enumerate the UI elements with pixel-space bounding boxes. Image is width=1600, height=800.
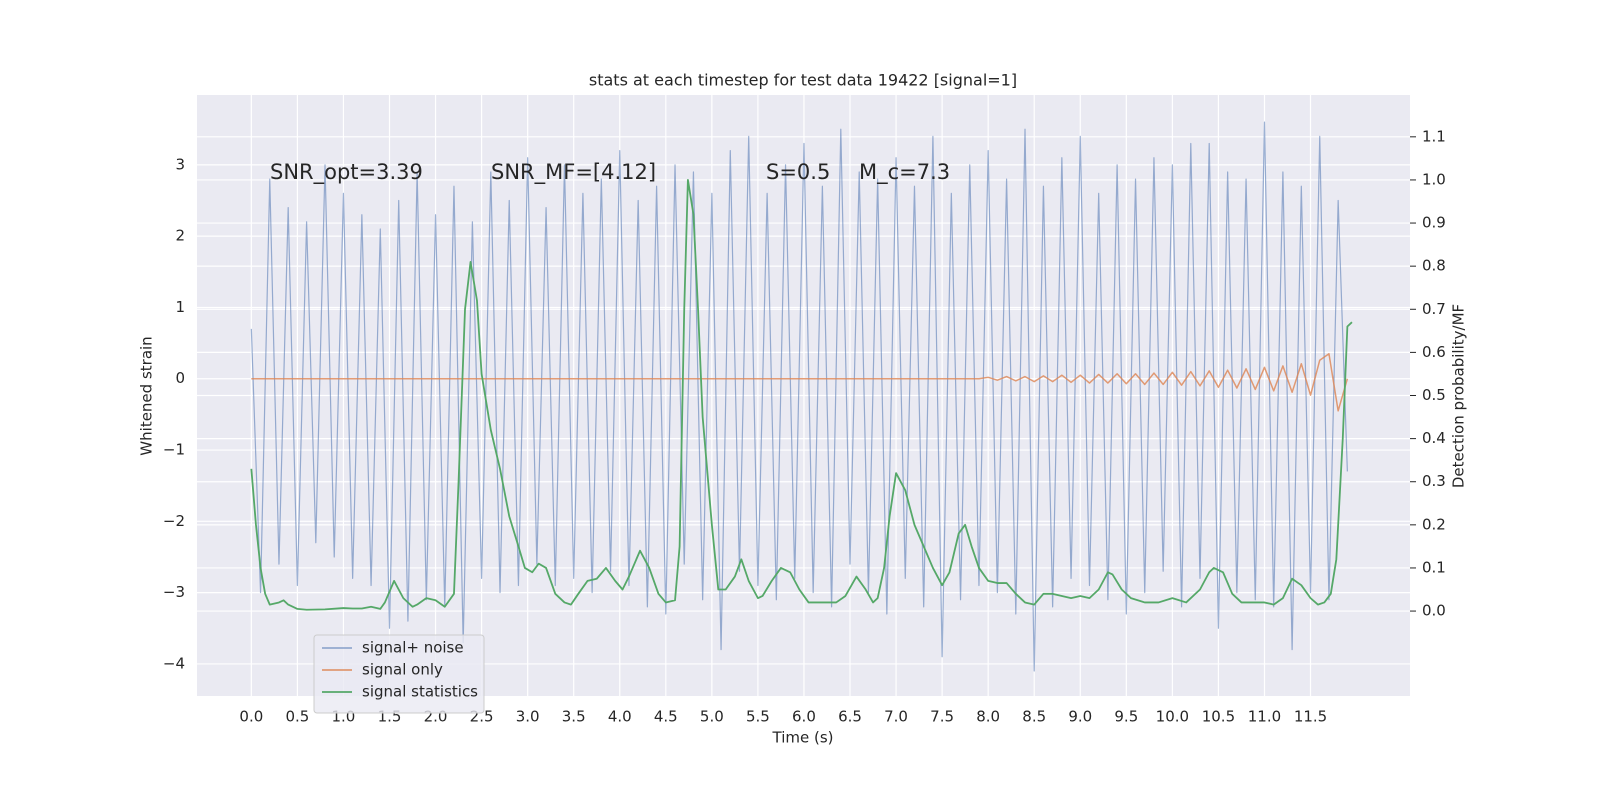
y-tick-label: −2 (163, 512, 185, 530)
x-tick-label: 6.5 (838, 708, 862, 726)
y-tick-label: −1 (163, 441, 185, 459)
annotation: SNR_opt=3.39 (270, 160, 423, 185)
legend-label: signal+ noise (362, 639, 464, 657)
y2-tick-label: 1.0 (1422, 170, 1446, 188)
plot-area (250, 121, 1353, 672)
legend-label: signal only (362, 661, 443, 679)
y2-tick-label: 0.7 (1422, 300, 1446, 318)
legend: signal+ noise signal only signal statistic… (313, 634, 485, 714)
x-tick-label: 3.5 (562, 708, 586, 726)
y-tick-label: 2 (175, 227, 185, 245)
x-tick-label: 0.0 (239, 708, 263, 726)
y2-tick-label: 0.6 (1422, 343, 1446, 361)
series-line (251, 353, 1349, 412)
x-tick-label: 5.5 (746, 708, 770, 726)
x-tick-label: 0.5 (285, 708, 309, 726)
y2-tick-label: 0.5 (1422, 386, 1446, 404)
x-tick-label: 11.0 (1248, 708, 1281, 726)
y2-tick-label: 0.3 (1422, 472, 1446, 490)
y2-tick-label: 0.8 (1422, 257, 1446, 275)
annotation: S=0.5 (766, 160, 830, 184)
legend-label: signal statistics (362, 683, 478, 701)
x-tick-label: 6.0 (792, 708, 816, 726)
y2-tick-label: 0.9 (1422, 214, 1446, 232)
legend-box (313, 634, 485, 714)
x-tick-label: 10.0 (1156, 708, 1189, 726)
y2-axis-label: Detection probability/MF (1450, 304, 1468, 488)
series-line (250, 179, 1353, 611)
x-tick-label: 8.0 (976, 708, 1000, 726)
x-tick-label: 4.5 (654, 708, 678, 726)
x-tick-label: 5.0 (700, 708, 724, 726)
y2-tick-label: 0.0 (1422, 602, 1446, 620)
x-tick-label: 10.5 (1202, 708, 1235, 726)
x-tick-label: 9.0 (1068, 708, 1092, 726)
y2-tick-label: 0.1 (1422, 558, 1446, 576)
chart-title: stats at each timestep for test data 194… (589, 71, 1017, 90)
y-tick-label: 0 (175, 369, 185, 387)
y2-tick-label: 1.1 (1422, 127, 1446, 145)
y2-tick-label: 0.4 (1422, 429, 1446, 447)
y-tick-label: −4 (163, 654, 185, 672)
x-tick-label: 4.0 (608, 708, 632, 726)
y2-tick-label: 0.2 (1422, 515, 1446, 533)
y-tick-label: 3 (175, 155, 185, 173)
x-tick-label: 7.0 (884, 708, 908, 726)
x-tick-label: 9.5 (1114, 708, 1138, 726)
y-tick-label: 1 (175, 298, 185, 316)
x-tick-label: 11.5 (1294, 708, 1327, 726)
x-tick-label: 7.5 (930, 708, 954, 726)
series-line (250, 121, 1348, 672)
x-tick-label: 3.0 (516, 708, 540, 726)
labels: 0.0 0.5 1.0 1.5 2.0 2.5 3.0 3.5 4.0 4.5 5.0 5.5 6.0 6… (163, 127, 1446, 725)
x-axis-label: Time (s) (772, 729, 834, 747)
x-tick-label: 8.5 (1022, 708, 1046, 726)
annotation: SNR_MF=[4.12] (491, 160, 656, 185)
y-axis-label: Whitened strain (138, 336, 156, 455)
annotation: M_c=7.3 (859, 160, 950, 185)
y-tick-label: −3 (163, 583, 185, 601)
